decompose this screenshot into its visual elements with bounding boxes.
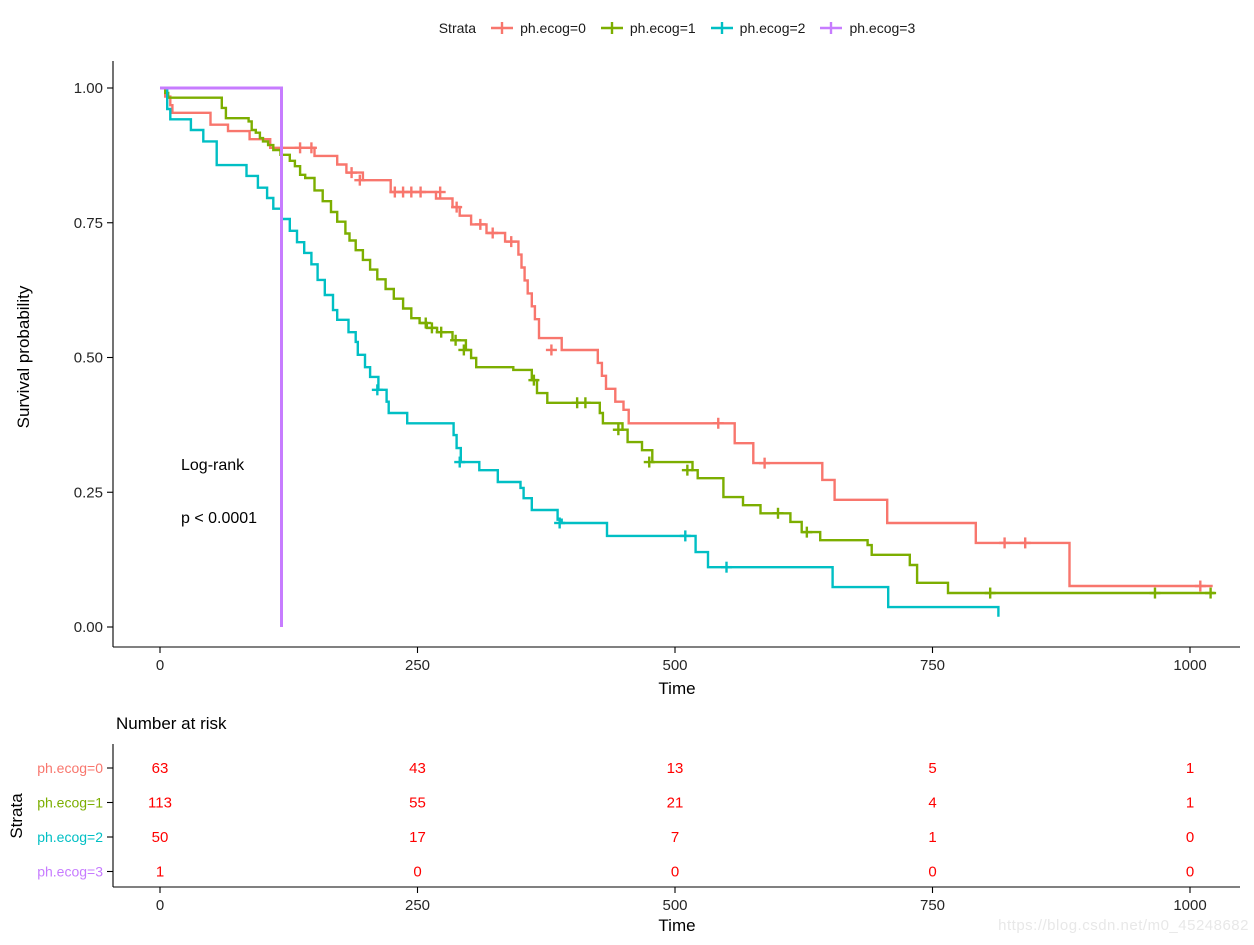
risk-count: 13 bbox=[667, 760, 684, 777]
risk-count: 7 bbox=[671, 829, 679, 846]
y-tick-label: 0.75 bbox=[74, 215, 103, 232]
watermark: https://blog.csdn.net/m0_45248682 bbox=[998, 917, 1249, 934]
risk-x-tick-label: 750 bbox=[920, 897, 945, 914]
legend-item-label: ph.ecog=0 bbox=[520, 20, 586, 36]
risk-count: 1 bbox=[156, 864, 164, 881]
risk-row-label: ph.ecog=1 bbox=[37, 795, 103, 811]
legend-item-ecog3: ph.ecog=3 bbox=[818, 20, 915, 36]
y-tick-label: 0.00 bbox=[74, 619, 103, 636]
y-axis-title: Survival probability bbox=[14, 285, 33, 429]
risk-count: 55 bbox=[409, 795, 426, 812]
risk-x-tick-label: 250 bbox=[405, 897, 430, 914]
risk-count: 21 bbox=[667, 795, 684, 812]
plot-legend: Strata ph.ecog=0 ph.ecog=1 ph.ecog=2 ph.… bbox=[100, 17, 1254, 39]
legend-item-label: ph.ecog=1 bbox=[629, 20, 696, 36]
x-tick-label: 1000 bbox=[1173, 657, 1206, 674]
risk-row-label: ph.ecog=0 bbox=[37, 760, 103, 776]
survival-curve-ph.ecog=3 bbox=[160, 86, 283, 627]
risk-count: 1 bbox=[1186, 795, 1194, 812]
legend-title: Strata bbox=[438, 20, 477, 36]
risk-count: 0 bbox=[928, 864, 936, 881]
y-tick-label: 0.25 bbox=[74, 484, 103, 501]
risk-count: 5 bbox=[928, 760, 936, 777]
y-tick-label: 1.00 bbox=[74, 80, 103, 97]
legend-item-label: ph.ecog=3 bbox=[849, 20, 916, 36]
risk-count: 1 bbox=[1186, 760, 1194, 777]
censor-plus-icon bbox=[710, 22, 733, 34]
risk-count: 50 bbox=[152, 829, 169, 846]
x-tick-label: 250 bbox=[405, 657, 430, 674]
x-tick-label: 750 bbox=[920, 657, 945, 674]
pvalue-label: p < 0.0001 bbox=[181, 510, 258, 527]
risk-count: 0 bbox=[1186, 864, 1194, 881]
legend-item-label: ph.ecog=2 bbox=[739, 20, 806, 36]
risk-count: 63 bbox=[152, 760, 169, 777]
risk-table-title: Number at risk bbox=[116, 714, 227, 733]
risk-x-axis-title: Time bbox=[658, 916, 696, 935]
y-tick-label: 0.50 bbox=[74, 350, 103, 367]
censor-plus-icon bbox=[600, 22, 623, 34]
x-tick-label: 0 bbox=[156, 657, 164, 674]
survival-curve-ph.ecog=1 bbox=[160, 86, 1215, 595]
risk-count: 0 bbox=[413, 864, 421, 881]
censor-plus-icon bbox=[820, 22, 843, 34]
risk-count: 17 bbox=[409, 829, 426, 846]
risk-count: 1 bbox=[928, 829, 936, 846]
x-tick-label: 500 bbox=[662, 657, 687, 674]
risk-count: 43 bbox=[409, 760, 426, 777]
risk-count: 113 bbox=[148, 795, 172, 812]
risk-row-label: ph.ecog=3 bbox=[37, 864, 103, 880]
survival-curve-ph.ecog=0 bbox=[160, 86, 1213, 588]
logrank-label: Log-rank bbox=[181, 457, 245, 474]
risk-count: 0 bbox=[671, 864, 679, 881]
risk-x-tick-label: 1000 bbox=[1173, 897, 1206, 914]
risk-x-tick-label: 0 bbox=[156, 897, 164, 914]
censor-plus-icon bbox=[491, 22, 514, 34]
legend-item-ecog0: ph.ecog=0 bbox=[489, 20, 586, 36]
risk-x-tick-label: 500 bbox=[662, 897, 687, 914]
risk-strata-title: Strata bbox=[7, 793, 26, 839]
legend-item-ecog1: ph.ecog=1 bbox=[599, 20, 696, 36]
legend-item-ecog2: ph.ecog=2 bbox=[709, 20, 806, 36]
risk-count: 4 bbox=[928, 795, 936, 812]
risk-count: 0 bbox=[1186, 829, 1194, 846]
risk-row-label: ph.ecog=2 bbox=[37, 829, 103, 845]
x-axis-title: Time bbox=[658, 679, 696, 698]
survival-curve-ph.ecog=2 bbox=[160, 86, 1000, 617]
